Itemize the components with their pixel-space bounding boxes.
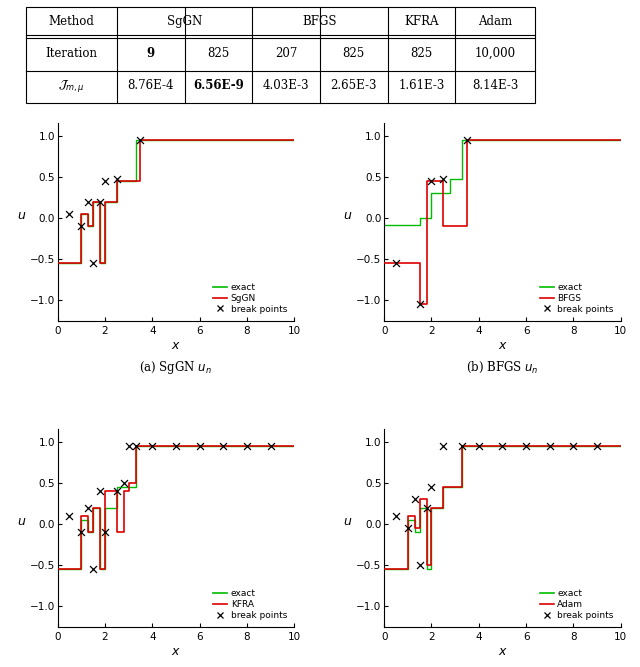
Point xyxy=(95,196,106,207)
Point xyxy=(147,441,157,452)
Title: (b) BFGS $u_n$: (b) BFGS $u_n$ xyxy=(466,360,539,375)
Y-axis label: $u$: $u$ xyxy=(17,515,26,528)
Point xyxy=(521,441,531,452)
Point xyxy=(438,441,449,452)
Text: Method: Method xyxy=(48,15,94,27)
Point xyxy=(135,135,145,145)
Point xyxy=(497,441,508,452)
Point xyxy=(83,502,93,513)
Text: 4.03E-3: 4.03E-3 xyxy=(263,79,310,93)
Text: Adam: Adam xyxy=(478,15,512,27)
Point xyxy=(119,478,129,488)
Point xyxy=(76,527,86,538)
Text: 9: 9 xyxy=(147,47,155,59)
Point xyxy=(391,510,401,521)
Text: 10,000: 10,000 xyxy=(475,47,516,59)
Point xyxy=(415,299,425,309)
Point xyxy=(111,174,122,185)
Text: 2.65E-3: 2.65E-3 xyxy=(331,79,377,93)
Point xyxy=(76,221,86,231)
Text: 825: 825 xyxy=(207,47,230,59)
Point xyxy=(474,441,484,452)
Point xyxy=(124,441,134,452)
Legend: exact, KFRA, break points: exact, KFRA, break points xyxy=(211,586,290,622)
Legend: exact, BFGS, break points: exact, BFGS, break points xyxy=(538,280,616,316)
Text: SgGN: SgGN xyxy=(167,15,202,27)
Point xyxy=(88,258,98,269)
Point xyxy=(111,486,122,496)
Text: KFRA: KFRA xyxy=(404,15,439,27)
Point xyxy=(242,441,252,452)
Point xyxy=(195,441,205,452)
Point xyxy=(426,175,436,186)
Title: (c) KFRA $u_n$: (c) KFRA $u_n$ xyxy=(140,666,212,667)
Point xyxy=(403,523,413,534)
Point xyxy=(100,527,110,538)
Point xyxy=(391,258,401,269)
X-axis label: $x$: $x$ xyxy=(171,644,181,658)
Point xyxy=(218,441,228,452)
Point xyxy=(457,441,467,452)
Text: 8.76E-4: 8.76E-4 xyxy=(127,79,174,93)
Point xyxy=(438,174,449,185)
Y-axis label: $u$: $u$ xyxy=(343,515,353,528)
Point xyxy=(266,441,276,452)
Point xyxy=(64,209,74,219)
Point xyxy=(64,510,74,521)
Point xyxy=(462,135,472,145)
Point xyxy=(83,196,93,207)
Point xyxy=(415,560,425,570)
Text: 8.14E-3: 8.14E-3 xyxy=(472,79,518,93)
Y-axis label: $u$: $u$ xyxy=(17,209,26,222)
Point xyxy=(171,441,181,452)
Point xyxy=(100,175,110,186)
X-axis label: $x$: $x$ xyxy=(497,644,508,658)
Point xyxy=(426,482,436,492)
Text: 825: 825 xyxy=(343,47,365,59)
Text: 207: 207 xyxy=(275,47,298,59)
Point xyxy=(422,502,432,513)
Text: Iteration: Iteration xyxy=(45,47,97,59)
Point xyxy=(410,494,420,505)
Point xyxy=(592,441,602,452)
Text: BFGS: BFGS xyxy=(303,15,337,27)
Point xyxy=(131,441,141,452)
Text: 6.56E-9: 6.56E-9 xyxy=(193,79,244,93)
X-axis label: $x$: $x$ xyxy=(497,339,508,352)
Point xyxy=(95,486,106,496)
Y-axis label: $u$: $u$ xyxy=(343,209,353,222)
Legend: exact, Adam, break points: exact, Adam, break points xyxy=(538,586,616,622)
Legend: exact, SgGN, break points: exact, SgGN, break points xyxy=(211,280,290,316)
Point xyxy=(568,441,579,452)
Title: (a) SgGN $u_n$: (a) SgGN $u_n$ xyxy=(140,359,212,376)
Text: 1.61E-3: 1.61E-3 xyxy=(398,79,445,93)
X-axis label: $x$: $x$ xyxy=(171,339,181,352)
Text: $\mathcal{J}_{m,\mu}$: $\mathcal{J}_{m,\mu}$ xyxy=(58,78,84,94)
Point xyxy=(545,441,555,452)
Text: 825: 825 xyxy=(410,47,433,59)
Point xyxy=(88,564,98,575)
Title: (d) Adam $u_n$: (d) Adam $u_n$ xyxy=(467,666,539,667)
